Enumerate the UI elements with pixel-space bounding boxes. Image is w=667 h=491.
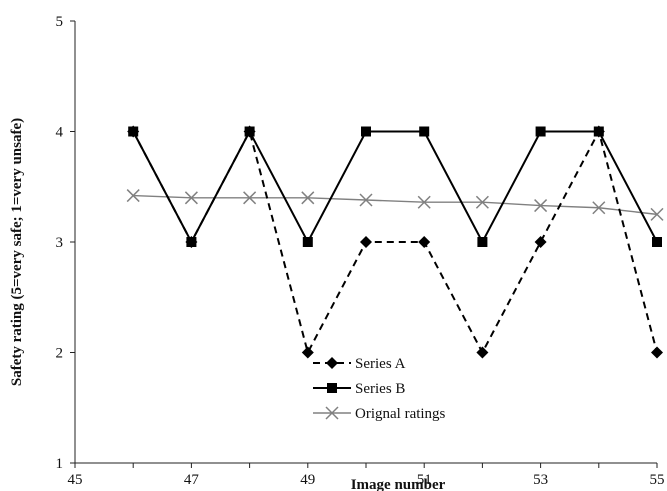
x-tick-label: 55 (650, 472, 665, 488)
series-b-point (477, 237, 488, 247)
legend-label: Series A (355, 356, 406, 372)
y-tick-label: 2 (56, 346, 64, 362)
y-tick-label: 4 (56, 125, 64, 141)
series-a-point (651, 346, 663, 359)
legend-item-series-a: Series A (313, 356, 406, 372)
series-b-point (419, 126, 430, 137)
original-ratings-point (650, 207, 664, 221)
x-tick-label: 49 (300, 472, 315, 488)
x-tick-label: 51 (417, 472, 432, 488)
legend-item-original-ratings: Orignal ratings (313, 406, 446, 422)
series-b-point (361, 126, 371, 137)
original-ratings-line (133, 194, 658, 216)
series-layer (126, 125, 664, 359)
series-b-point (244, 126, 255, 137)
y-tick-label: 1 (56, 456, 64, 472)
original-ratings-point (534, 199, 548, 213)
y-tick-label: 3 (56, 235, 64, 251)
y-axis-label: Safety rating (5=very safe; 1=very unsaf… (9, 118, 25, 386)
original-ratings-point (243, 191, 257, 205)
series-a-point (534, 236, 547, 248)
legend-swatch-marker (326, 357, 338, 369)
x-tick-label: 53 (533, 472, 548, 488)
series-b-point (302, 237, 313, 247)
original-ratings-point (592, 201, 606, 215)
series-a-point (360, 236, 372, 248)
series-b-point (652, 237, 662, 247)
series-b-group (128, 126, 662, 247)
series-a-point (301, 346, 314, 359)
legend-label: Orignal ratings (355, 406, 446, 422)
x-axis-label: Image number (351, 477, 446, 491)
x-tick-label: 45 (68, 472, 83, 488)
original-ratings-group (126, 189, 664, 221)
series-b-point (593, 126, 604, 137)
series-b-point (128, 126, 139, 137)
legend-label: Series B (355, 381, 405, 397)
original-ratings-point (417, 195, 431, 209)
series-a-point (418, 236, 431, 248)
legend-swatch-marker (327, 383, 337, 393)
original-ratings-point (126, 189, 140, 203)
original-ratings-point (184, 191, 198, 205)
y-tick-label: 5 (56, 14, 64, 30)
y-ticks: 1 2 3 4 5 (56, 14, 75, 472)
series-a-group (127, 125, 663, 359)
x-ticks: 45 47 49 51 53 55 (68, 463, 665, 488)
legend-item-series-b: Series B (313, 381, 405, 397)
legend: Series A Series B Orignal ratings (313, 356, 446, 422)
series-b-point (186, 237, 197, 247)
original-ratings-point (301, 191, 315, 205)
series-a-line (132, 128, 658, 356)
series-b-line (132, 129, 658, 245)
x-tick-label: 47 (184, 472, 200, 488)
original-ratings-point (475, 195, 489, 209)
legend-swatch-marker (325, 406, 339, 420)
series-a-point (476, 346, 489, 359)
original-ratings-point (359, 193, 373, 207)
series-b-point (535, 126, 546, 137)
